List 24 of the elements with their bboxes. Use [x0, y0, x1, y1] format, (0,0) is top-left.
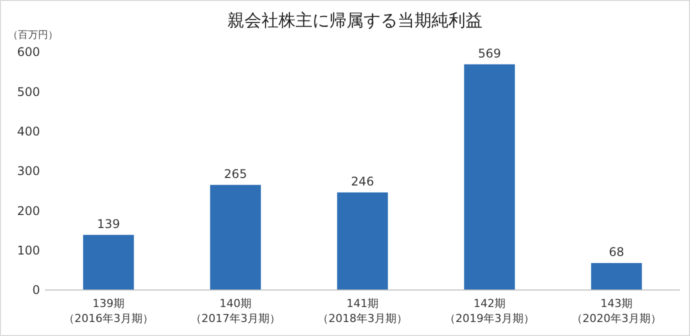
y-tick-label: 0: [32, 283, 40, 298]
x-tick-label: 139期（2016年3月期）: [64, 297, 154, 325]
x-tick-label: 142期（2019年3月期）: [444, 297, 534, 325]
data-label: 68: [608, 245, 624, 260]
y-axis-title: （百万円）: [8, 30, 58, 41]
y-tick-label: 100: [17, 244, 40, 258]
bar: [464, 64, 515, 290]
bar: [337, 192, 388, 290]
x-tick-label: 141期（2018年3月期）: [318, 297, 408, 325]
data-label: 569: [478, 46, 501, 60]
y-tick-label: 300: [17, 164, 40, 178]
x-tick-label: 143期（2020年3月期）: [572, 297, 662, 325]
y-tick-label: 500: [17, 84, 40, 99]
data-label: 265: [224, 166, 247, 181]
y-tick-label: 400: [17, 124, 40, 139]
bar: [210, 184, 261, 290]
y-tick-label: 600: [17, 45, 40, 60]
x-tick-label: 140期（2017年3月期）: [190, 297, 280, 325]
bar: [83, 234, 134, 290]
y-tick-label: 200: [17, 204, 40, 218]
data-label: 246: [351, 174, 374, 188]
bar: [591, 263, 642, 290]
data-label: 139: [97, 216, 120, 231]
chart-title: 親会社株主に帰属する当期純利益: [228, 11, 482, 31]
